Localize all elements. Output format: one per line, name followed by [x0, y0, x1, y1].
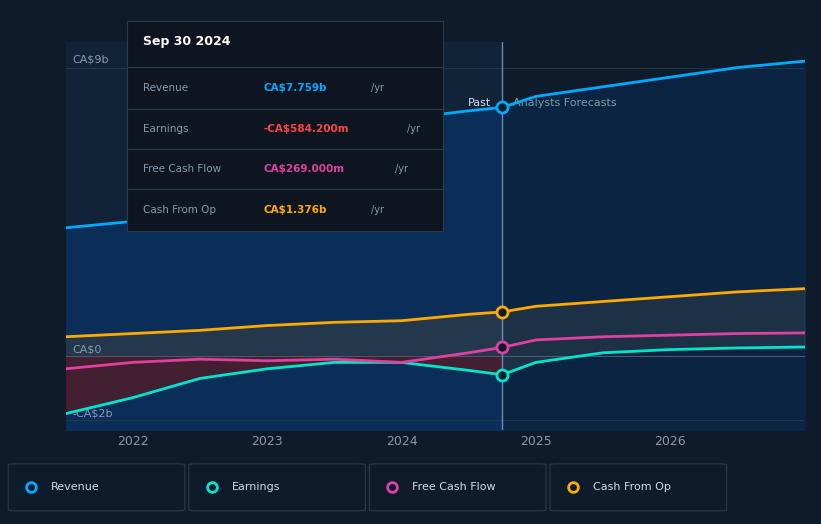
Text: Sep 30 2024: Sep 30 2024: [143, 36, 231, 48]
Text: Earnings: Earnings: [143, 124, 189, 134]
Text: Cash From Op: Cash From Op: [143, 204, 216, 215]
Text: /yr: /yr: [371, 83, 384, 93]
Text: CA$0: CA$0: [72, 344, 102, 354]
Text: CA$1.376b: CA$1.376b: [264, 204, 327, 215]
Text: /yr: /yr: [371, 204, 384, 215]
Text: Free Cash Flow: Free Cash Flow: [143, 163, 221, 174]
Text: Earnings: Earnings: [232, 482, 280, 493]
FancyBboxPatch shape: [369, 464, 546, 511]
Text: CA$269.000m: CA$269.000m: [264, 163, 344, 174]
Text: Past: Past: [468, 99, 492, 108]
Text: Free Cash Flow: Free Cash Flow: [412, 482, 496, 493]
Text: /yr: /yr: [407, 124, 420, 134]
Text: -CA$2b: -CA$2b: [72, 409, 113, 419]
Text: Analysts Forecasts: Analysts Forecasts: [513, 99, 617, 108]
Text: Revenue: Revenue: [51, 482, 99, 493]
Text: CA$9b: CA$9b: [72, 54, 109, 64]
FancyBboxPatch shape: [189, 464, 365, 511]
Text: -CA$584.200m: -CA$584.200m: [264, 124, 349, 134]
Text: Cash From Op: Cash From Op: [593, 482, 671, 493]
FancyBboxPatch shape: [550, 464, 727, 511]
Text: CA$7.759b: CA$7.759b: [264, 83, 327, 93]
Text: /yr: /yr: [395, 163, 408, 174]
Bar: [66, 42, 502, 430]
FancyBboxPatch shape: [8, 464, 185, 511]
Text: Revenue: Revenue: [143, 83, 188, 93]
